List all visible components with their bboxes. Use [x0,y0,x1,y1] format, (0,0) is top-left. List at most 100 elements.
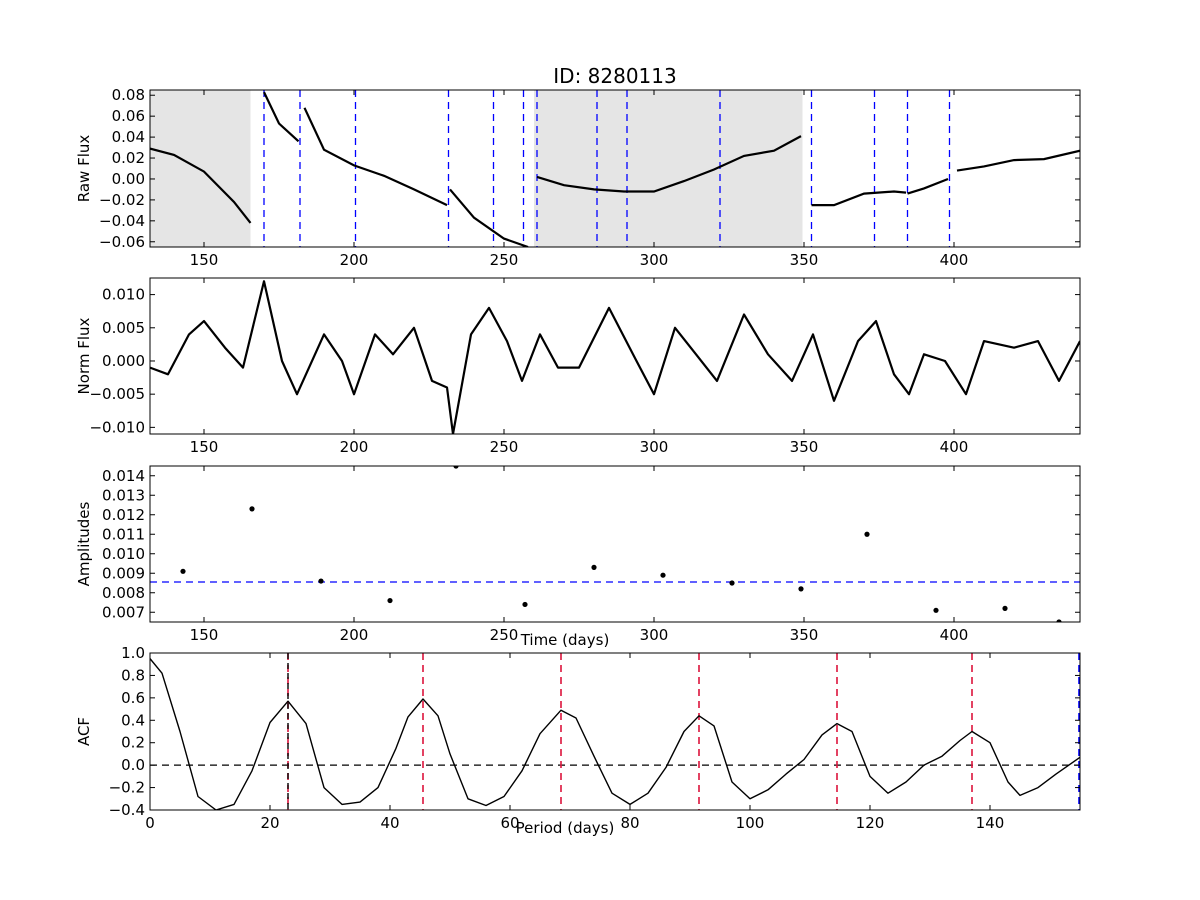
x-tick-label: 200 [340,626,369,644]
flux-segment-line [150,147,252,224]
y-tick-label: −0.06 [99,233,145,251]
axes-frame [149,277,1081,435]
flux-segment-line [303,107,448,207]
y-tick-label: 0.010 [102,286,145,304]
y-tick-label: 0.08 [112,86,145,104]
y-tick-label: 0.008 [102,584,145,602]
x-tick-label: 350 [790,626,819,644]
panel-raw-flux: 150 200 250 300 350 400 −0.06 −0.04 −0.02 0.00 0.0… [75,86,1081,269]
y-tick-label: 0.6 [121,689,145,707]
y-axis-label: Norm Flux [75,317,93,394]
x-tick-label: 400 [940,438,969,456]
axes-frame [149,652,1081,811]
y-tick-label: 0.009 [102,564,145,582]
x-tick-label: 60 [500,814,519,832]
x-tick-label: 40 [380,814,399,832]
x-tick-label: 350 [790,438,819,456]
y-tick-label: 0.011 [102,525,145,543]
x-tick-label: 200 [340,251,369,269]
x-tick-label: 140 [976,814,1005,832]
x-tick-label: 120 [856,814,885,832]
y-tick-label: −0.02 [99,191,145,209]
acf-line [150,658,1080,810]
plot-area [150,653,1080,810]
amplitude-point [1056,619,1062,622]
y-tick-label: 0.007 [102,603,145,621]
flux-segment-line [449,188,529,247]
shaded-span [534,90,803,247]
y-tick-label: 0.00 [112,170,145,188]
flux-segment-line [536,135,802,193]
x-tick-label: 400 [940,626,969,644]
y-tick-label: 0.0 [121,756,145,774]
y-tick-label: −0.04 [99,212,145,230]
flux-segment-line [263,91,300,143]
amplitude-point [1002,605,1008,611]
y-tick-label: 0.010 [102,545,145,563]
y-tick-label: 0.000 [102,352,145,370]
plot-area [150,466,1080,622]
amplitude-point [798,586,804,592]
x-tick-label: 200 [340,438,369,456]
y-tick-label: 1.0 [121,644,145,662]
amplitude-point [318,578,324,584]
amplitude-point [591,564,597,571]
x-tick-label: 250 [490,438,519,456]
y-tick-label: 0.2 [121,734,145,752]
x-tick-label: 150 [190,251,219,269]
x-tick-label: 80 [620,814,639,832]
y-tick-label: −0.2 [109,779,145,797]
flux-segment-line [811,190,907,207]
flux-segment-line [907,177,949,195]
amplitude-point [933,607,939,613]
x-axis-label: Time (days) [520,631,610,649]
plot-area [150,90,1080,247]
x-tick-label: 250 [490,626,519,644]
x-tick-label: 300 [640,626,669,644]
y-tick-label: 0.06 [112,107,145,125]
amplitude-point [660,572,666,578]
y-tick-label: 0.012 [102,506,145,524]
x-tick-label: 400 [940,251,969,269]
panel-acf: 0 20 40 60 80 100 120 140 −0.4 −0.2 0.0 0.2 0.4 0.6 0.… [75,644,1081,837]
plot-area [150,280,1080,434]
x-tick-label: 150 [190,626,219,644]
x-axis-label: Period (days) [516,819,615,837]
y-tick-label: 0.8 [121,666,145,684]
amplitude-point [249,506,255,512]
x-tick-label: 300 [640,251,669,269]
y-tick-label: −0.4 [109,801,145,819]
amplitude-point [864,531,870,537]
y-axis-label: ACF [75,717,93,746]
y-tick-label: 0.4 [121,711,145,729]
figure-title: ID: 8280113 [553,64,676,88]
y-tick-label: 0.013 [102,486,145,504]
amplitude-point [729,580,735,586]
x-tick-label: 250 [490,251,519,269]
y-tick-label: 0.014 [102,467,145,485]
y-axis-label: Amplitudes [75,501,93,586]
axes-frame [149,465,1081,623]
y-tick-label: 0.02 [112,149,145,167]
amplitude-point [387,597,393,604]
amplitude-point [453,466,459,469]
x-tick-label: 350 [790,251,819,269]
flux-segment-line [956,149,1080,172]
norm-flux-line [150,280,1080,434]
amplitude-point [180,568,186,574]
x-tick-label: 150 [190,438,219,456]
panel-norm-flux: 150 200 250 300 350 400 −0.010 −0.005 0.000 0.005… [75,277,1081,456]
y-axis-label: Raw Flux [75,135,93,203]
x-tick-label: 0 [145,814,155,832]
x-tick-label: 300 [640,438,669,456]
y-tick-label: 0.04 [112,128,145,146]
y-tick-label: −0.005 [89,385,145,403]
x-tick-label: 20 [260,814,279,832]
axes-frame [149,89,1081,248]
amplitude-point [522,601,528,608]
y-tick-label: 0.005 [102,319,145,337]
x-tick-label: 100 [736,814,765,832]
y-tick-label: −0.010 [89,418,145,436]
